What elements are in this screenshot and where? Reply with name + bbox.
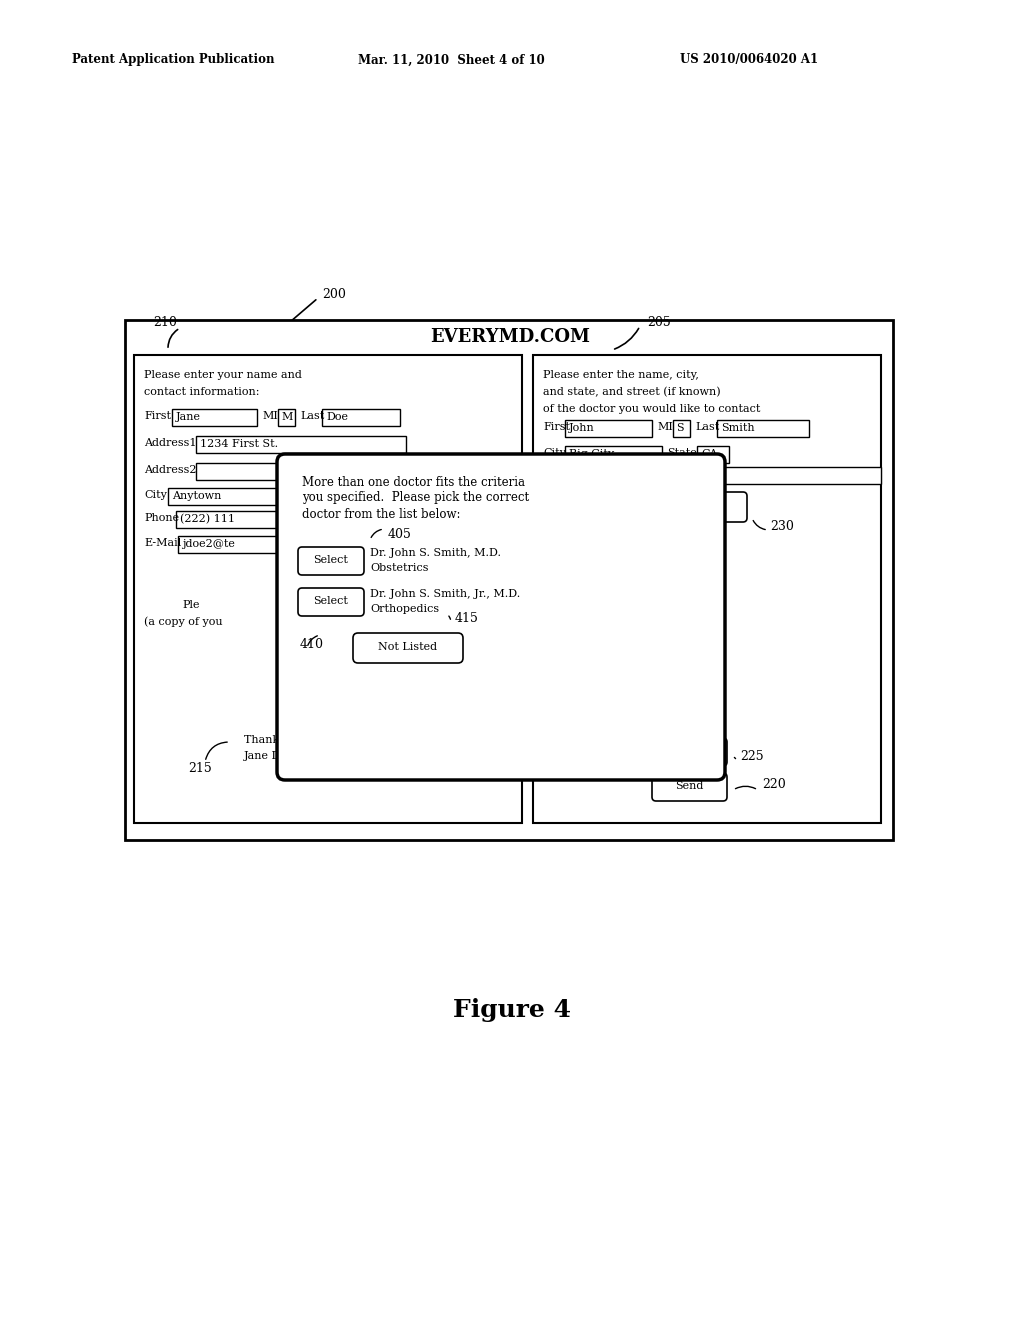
Text: 405: 405	[388, 528, 412, 540]
Text: Mar. 11, 2010  Sheet 4 of 10: Mar. 11, 2010 Sheet 4 of 10	[358, 54, 545, 66]
Text: 215: 215	[188, 762, 212, 775]
Text: Orthopedics: Orthopedics	[370, 605, 439, 614]
Text: below:: below:	[640, 550, 677, 560]
Text: Big City: Big City	[569, 449, 614, 459]
FancyBboxPatch shape	[298, 587, 364, 616]
Bar	[176, 511, 286, 528]
Text: City: City	[543, 447, 566, 458]
Text: Last: Last	[300, 411, 325, 421]
Text: 220: 220	[762, 779, 785, 792]
Text: Phone: Phone	[144, 513, 179, 523]
Bar	[168, 488, 278, 506]
Text: Anytown: Anytown	[172, 491, 221, 502]
Text: S: S	[676, 422, 684, 433]
Text: Smith: Smith	[721, 422, 755, 433]
Text: Jane: Jane	[176, 412, 201, 422]
FancyBboxPatch shape	[621, 492, 746, 521]
Text: CA: CA	[701, 449, 718, 459]
Text: MI: MI	[262, 411, 278, 421]
Text: Doe: Doe	[326, 412, 348, 422]
Bar	[697, 446, 729, 463]
Text: City: City	[144, 490, 167, 500]
Bar	[534, 467, 881, 484]
Text: Clear: Clear	[674, 746, 705, 756]
FancyBboxPatch shape	[298, 546, 364, 576]
Bar	[125, 319, 893, 840]
FancyBboxPatch shape	[278, 454, 725, 780]
Text: 200: 200	[322, 289, 346, 301]
Bar	[717, 420, 809, 437]
FancyBboxPatch shape	[353, 634, 463, 663]
Bar	[134, 355, 522, 822]
Text: and state, and street (if known): and state, and street (if known)	[543, 387, 721, 397]
Text: jdoe2@te: jdoe2@te	[182, 539, 234, 549]
Text: Dr. John S. Smith, Jr., M.D.: Dr. John S. Smith, Jr., M.D.	[370, 589, 520, 599]
Bar	[196, 436, 406, 453]
Text: Not Listed: Not Listed	[379, 642, 437, 652]
FancyBboxPatch shape	[652, 774, 727, 801]
Text: Jane Doe: Jane Doe	[244, 751, 295, 762]
Text: US 2010/0064020 A1: US 2010/0064020 A1	[680, 54, 818, 66]
Bar	[172, 409, 257, 426]
Text: 415: 415	[455, 611, 479, 624]
Text: Address1: Address1	[144, 438, 197, 447]
Text: 400: 400	[496, 751, 520, 764]
Text: Obstetrics: Obstetrics	[370, 564, 428, 573]
Text: Please enter the name, city,: Please enter the name, city,	[543, 370, 698, 380]
Text: EVERYMD.COM: EVERYMD.COM	[430, 327, 590, 346]
Text: (a copy of you: (a copy of you	[144, 616, 222, 627]
Text: First: First	[144, 411, 171, 421]
Bar	[278, 409, 295, 426]
Text: Last: Last	[695, 422, 719, 432]
Text: s indicated above): s indicated above)	[620, 566, 723, 577]
Text: 410: 410	[300, 638, 324, 651]
Text: John: John	[569, 422, 595, 433]
Text: E-Mail: E-Mail	[144, 539, 181, 548]
Bar	[534, 355, 881, 822]
FancyBboxPatch shape	[652, 738, 727, 766]
Text: 210: 210	[153, 317, 177, 330]
Bar	[565, 420, 652, 437]
Text: Patent Application Publication: Patent Application Publication	[72, 54, 274, 66]
Text: 205: 205	[647, 317, 671, 330]
Text: First: First	[543, 422, 570, 432]
Text: Select: Select	[313, 597, 348, 606]
Text: contact information:: contact information:	[144, 387, 259, 397]
Text: Send: Send	[675, 781, 703, 791]
Text: of the doctor you would like to contact: of the doctor you would like to contact	[543, 404, 761, 414]
Text: State: State	[667, 447, 696, 458]
Text: Dr. John S. Smith, M.D.: Dr. John S. Smith, M.D.	[370, 548, 501, 558]
Text: 230: 230	[770, 520, 794, 533]
Text: 1234 First St.: 1234 First St.	[200, 440, 279, 449]
Text: More than one doctor fits the criteria: More than one doctor fits the criteria	[302, 475, 525, 488]
Text: Ple: Ple	[182, 601, 200, 610]
Text: you specified.  Please pick the correct: you specified. Please pick the correct	[302, 491, 529, 504]
Bar	[322, 409, 400, 426]
Bar	[178, 536, 288, 553]
Bar	[565, 446, 662, 463]
Text: Visit Website: Visit Website	[647, 502, 721, 511]
Text: ain St.: ain St.	[655, 470, 691, 480]
Text: MI: MI	[657, 422, 673, 432]
Text: Address2: Address2	[144, 465, 197, 475]
Text: 225: 225	[740, 751, 764, 763]
Text: Select: Select	[313, 554, 348, 565]
Text: Figure 4: Figure 4	[453, 998, 571, 1022]
Text: Please enter your name and: Please enter your name and	[144, 370, 302, 380]
Bar	[673, 420, 690, 437]
Text: Thank you.: Thank you.	[244, 735, 306, 744]
Text: M: M	[281, 412, 293, 422]
Bar	[196, 463, 406, 480]
Text: doctor from the list below:: doctor from the list below:	[302, 507, 461, 520]
Text: (222) 111: (222) 111	[180, 513, 234, 524]
